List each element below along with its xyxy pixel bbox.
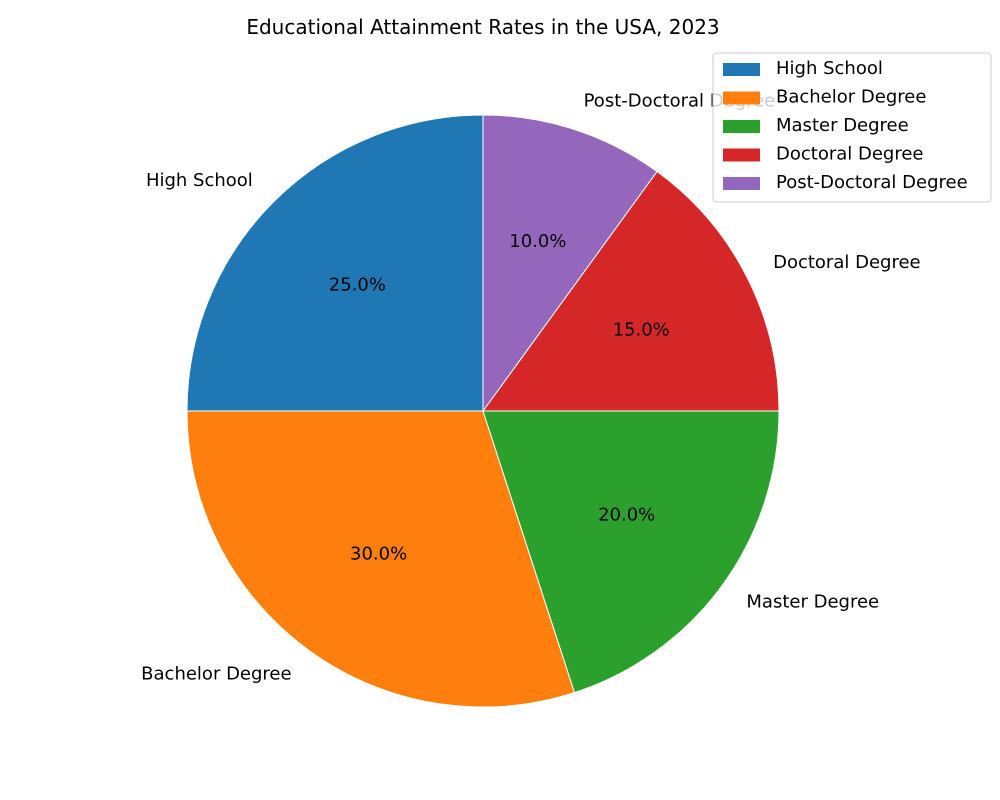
slice-percent-master-degree: 20.0% xyxy=(598,504,655,525)
slice-percent-high-school: 25.0% xyxy=(329,274,386,295)
legend-label-doctoral-degree: Doctoral Degree xyxy=(776,144,924,165)
slice-label-high-school: High School xyxy=(146,170,253,191)
slice-label-doctoral-degree: Doctoral Degree xyxy=(773,252,921,273)
chart-title: Educational Attainment Rates in the USA,… xyxy=(246,15,719,39)
slice-percent-labels: 25.0% 30.0% 20.0% 15.0% 10.0% xyxy=(329,231,670,565)
legend: High School Bachelor Degree Master Degree D… xyxy=(712,52,992,203)
legend-label-post-doctoral-degree: Post-Doctoral Degree xyxy=(776,172,968,193)
legend-label-bachelor-degree: Bachelor Degree xyxy=(776,87,926,108)
slice-percent-post-doctoral-degree: 10.0% xyxy=(509,231,566,252)
legend-label-master-degree: Master Degree xyxy=(776,115,909,136)
pie-slice-post-doctoral-degree xyxy=(482,114,658,413)
pie-slice-high-school xyxy=(186,114,484,412)
slice-percent-doctoral-degree: 15.0% xyxy=(613,319,670,340)
legend-swatch-master-degree xyxy=(723,120,760,133)
legend-swatch-doctoral-degree xyxy=(723,148,760,162)
slice-label-bachelor-degree: Bachelor Degree xyxy=(141,663,291,684)
pie-slice-master-degree xyxy=(482,410,780,694)
legend-frame xyxy=(712,52,992,203)
pie-slice-doctoral-degree xyxy=(482,170,780,412)
legend-swatch-high-school xyxy=(723,63,760,76)
slice-label-master-degree: Master Degree xyxy=(746,591,879,612)
legend-entries: High School Bachelor Degree Master Degree D… xyxy=(723,58,968,193)
legend-label-high-school: High School xyxy=(776,58,883,79)
legend-swatch-bachelor-degree xyxy=(723,91,760,105)
slice-percent-bachelor-degree: 30.0% xyxy=(350,544,407,565)
pie-slices xyxy=(186,114,780,708)
pie-slice-bachelor-degree xyxy=(186,410,576,708)
legend-swatch-post-doctoral-degree xyxy=(723,177,760,190)
